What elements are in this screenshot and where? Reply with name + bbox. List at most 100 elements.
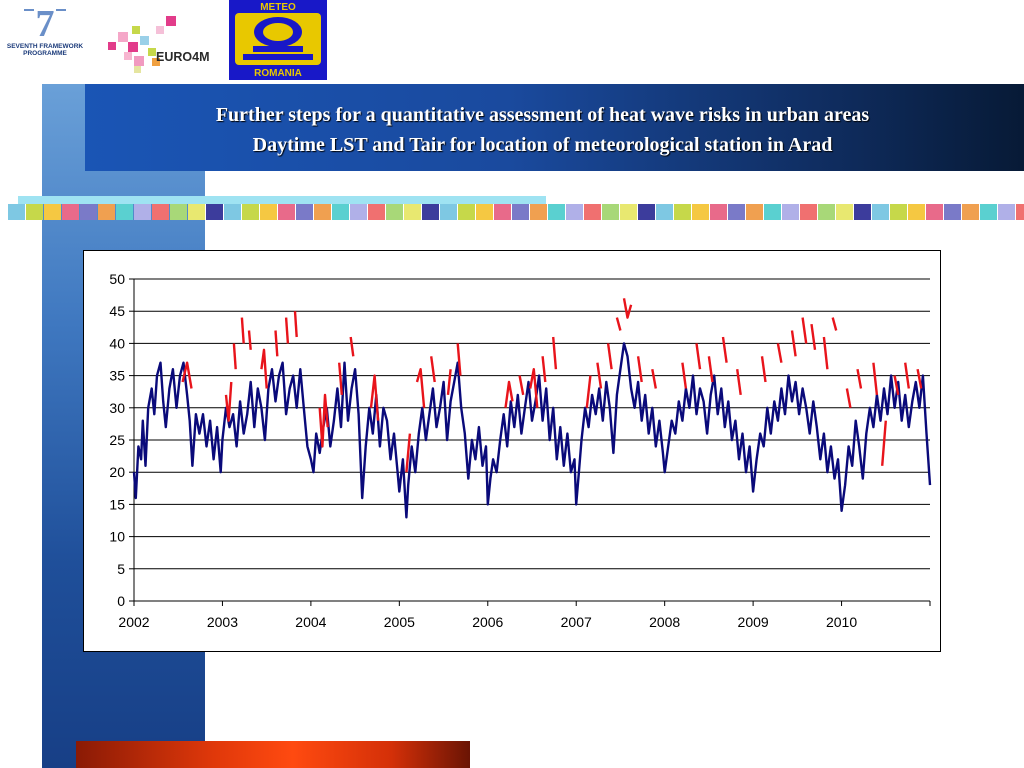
series-segment-1 (776, 343, 783, 363)
euro4m-text: EURO4M (156, 50, 209, 64)
strip-tile (260, 204, 277, 220)
series-segment-1 (456, 343, 462, 376)
x-tick-label: 2002 (118, 614, 149, 630)
series-segment-1 (541, 356, 547, 383)
series-segment-1 (293, 311, 298, 338)
series-segment-1 (695, 343, 702, 370)
series-segment-1 (338, 362, 343, 395)
strip-tile (368, 204, 385, 220)
strip-tile (278, 204, 295, 220)
y-tick-label: 15 (109, 496, 125, 512)
strip-tile (800, 204, 817, 220)
x-tick-label: 2005 (384, 614, 415, 630)
strip-tile (152, 204, 169, 220)
strip-tile (998, 204, 1015, 220)
strip-tile (926, 204, 943, 220)
series-segment-1 (810, 323, 817, 350)
series-segment-1 (872, 362, 879, 396)
y-tick-label: 0 (117, 593, 125, 609)
strip-tile (206, 204, 223, 220)
fp7-line1: SEVENTH FRAMEWORK (7, 43, 84, 50)
series-segment-1 (430, 356, 436, 383)
series-segment-1 (904, 362, 910, 389)
strip-tile (1016, 204, 1024, 220)
series-segment-1 (596, 362, 603, 389)
strip-tile (224, 204, 241, 220)
series-segment-1 (504, 380, 514, 408)
series-segment-1 (529, 368, 539, 408)
y-tick-label: 20 (109, 464, 125, 480)
strip-tile (494, 204, 511, 220)
series-segment-1 (845, 388, 852, 409)
y-tick-label: 5 (117, 561, 125, 577)
x-tick-label: 2003 (207, 614, 238, 630)
series-segment-1 (636, 356, 643, 383)
strip-tile (476, 204, 493, 220)
series-segment-1 (260, 348, 268, 389)
x-tick-label: 2006 (472, 614, 503, 630)
series-segment-1 (369, 374, 380, 421)
strip-tile (62, 204, 79, 220)
strip-tile (422, 204, 439, 220)
title-line-1: Further steps for a quantitative assessm… (215, 104, 870, 126)
fp7-logo: 7 SEVENTH FRAMEWORK PROGRAMME (7, 3, 84, 57)
series-segment-1 (681, 362, 688, 389)
series-segment-1 (856, 368, 863, 389)
strip-tile (44, 204, 61, 220)
strip-tile (548, 204, 565, 220)
series-segment-1 (552, 336, 558, 370)
strip-tile (458, 204, 475, 220)
series-segment-1 (284, 317, 290, 344)
series-segment-1 (446, 369, 452, 396)
strip-tile (80, 204, 97, 220)
series-segment-1 (893, 375, 900, 396)
fp7-numeral: 7 (36, 3, 55, 45)
strip-tile (26, 204, 43, 220)
strip-tile (656, 204, 673, 220)
x-tick-label: 2010 (826, 614, 857, 630)
strip-tile (530, 204, 547, 220)
strip-tile (746, 204, 763, 220)
light-stripe (18, 196, 546, 204)
series-segment-1 (247, 330, 252, 350)
strip-tile (8, 204, 25, 220)
strip-tile (674, 204, 691, 220)
series-segment-1 (801, 317, 808, 344)
series-segment-1 (760, 356, 767, 383)
strip-tile (350, 204, 367, 220)
strip-tile (638, 204, 655, 220)
y-tick-label: 50 (109, 271, 125, 287)
meteo-bottom-text: ROMANIA (254, 68, 302, 79)
series-segment-1 (240, 317, 245, 344)
strip-tile (440, 204, 457, 220)
strip-tile (134, 204, 151, 220)
strip-tile (836, 204, 853, 220)
strip-tile (602, 204, 619, 220)
series-segment-1 (707, 356, 714, 383)
strip-tile (890, 204, 907, 220)
strip-tile (404, 204, 421, 220)
y-tick-label: 30 (109, 400, 125, 416)
x-tick-label: 2004 (295, 614, 326, 630)
series-segment-1 (518, 375, 525, 396)
series-segment-1 (224, 381, 233, 422)
series-segment-1 (318, 393, 329, 448)
y-tick-label: 35 (109, 368, 125, 384)
y-tick-label: 45 (109, 303, 125, 319)
y-tick-label: 25 (109, 432, 125, 448)
title-line-2: Daytime LST and Tair for location of met… (252, 134, 833, 156)
series-line-0 (132, 342, 932, 519)
strip-tile (728, 204, 745, 220)
series-segment-1 (831, 317, 838, 331)
series-segment-1 (916, 368, 923, 389)
strip-tile (944, 204, 961, 220)
series-segment-1 (822, 336, 829, 370)
x-tick-label: 2007 (561, 614, 592, 630)
x-tick-label: 2009 (738, 614, 769, 630)
strip-tile (692, 204, 709, 220)
strip-tile (98, 204, 115, 220)
strip-tile (188, 204, 205, 220)
series-segment-1 (606, 343, 613, 370)
meteo-romania-logo: METEO ROMANIA (229, 0, 327, 80)
x-tick-label: 2008 (649, 614, 680, 630)
